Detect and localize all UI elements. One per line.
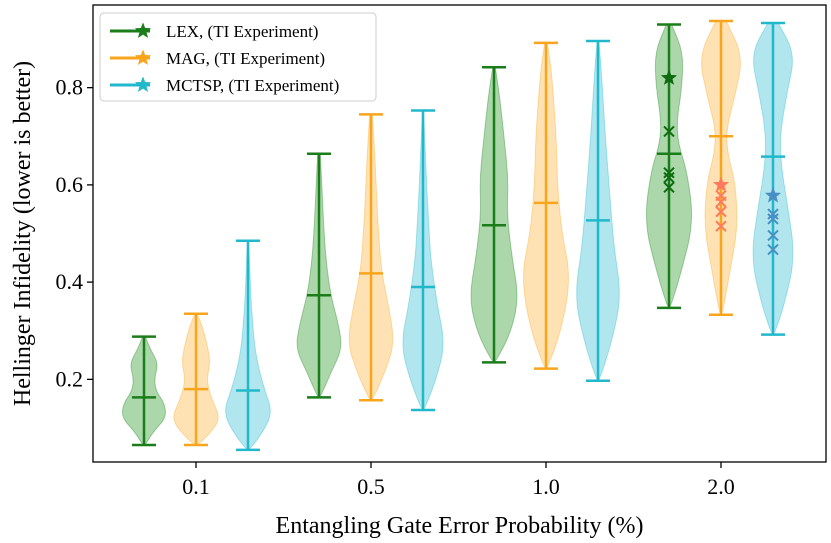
violin-mctsp-0.5: [402, 109, 444, 412]
x-tick-label: 0.5: [357, 474, 385, 499]
violin-mag-0.1: [173, 312, 219, 447]
experiment-cross-mctsp: [767, 243, 779, 256]
legend-star-icon: [134, 49, 152, 66]
legend: LEX, (TI Experiment) MAG, (TI Experiment)…: [99, 12, 377, 102]
experiment-star-lex: [660, 69, 678, 85]
legend-entry-mctsp: MCTSP, (TI Experiment): [110, 76, 339, 95]
experiment-cross-mag: [715, 220, 727, 232]
experiment-star-mag: [712, 176, 730, 192]
legend-label: MCTSP, (TI Experiment): [166, 76, 339, 95]
violin-mctsp-1.0: [576, 39, 620, 383]
y-tick-label: 0.6: [56, 172, 84, 197]
violin-mag-0.5: [348, 113, 394, 402]
x-tick-label: 1.0: [532, 474, 560, 499]
experiment-star-mctsp: [764, 186, 782, 203]
experiment-cross-lex: [663, 125, 675, 138]
violin-lex-0.5: [296, 152, 342, 399]
experiment-cross-mctsp: [767, 208, 779, 220]
x-axis-label: Entangling Gate Error Probability (%): [276, 513, 644, 539]
legend-frame: [99, 12, 377, 102]
experiment-markers-layer: [660, 69, 782, 256]
experiment-cross-mctsp: [767, 229, 779, 242]
violin-mag-1.0: [523, 41, 569, 370]
experiment-cross-lex: [663, 171, 675, 184]
x-tick-label: 2.0: [707, 474, 735, 499]
violin-mag-2.0: [701, 19, 741, 316]
experiment-cross-lex: [663, 181, 675, 194]
axes-layer: 0.2 0.4 0.6 0.8 0.1 0.5 1.0 2.0: [56, 4, 827, 499]
y-tick-label: 0.2: [56, 366, 84, 391]
legend-entry-lex: LEX, (TI Experiment): [110, 22, 318, 41]
experiment-cross-mctsp: [767, 213, 779, 225]
violins-layer: [121, 19, 794, 452]
violin-mctsp-2.0: [752, 21, 794, 336]
experiment-cross-lex: [663, 167, 675, 179]
legend-entry-mag: MAG, (TI Experiment): [110, 49, 325, 68]
violin-lex-2.0: [645, 23, 693, 310]
plot-frame: [92, 4, 827, 463]
violin-lex-0.1: [121, 335, 166, 447]
experiment-cross-mag: [715, 205, 727, 218]
y-tick-label: 0.8: [56, 75, 84, 100]
experiment-cross-mag: [715, 196, 727, 208]
x-tick-label: 0.1: [182, 474, 210, 499]
legend-star-icon: [134, 22, 152, 39]
violin-lex-1.0: [470, 65, 518, 364]
y-tick-label: 0.4: [56, 269, 84, 294]
legend-star-icon: [134, 76, 152, 93]
violin-mctsp-0.1: [225, 239, 271, 452]
y-axis-label: Hellinger Infidelity (lower is better): [10, 61, 36, 406]
legend-label: LEX, (TI Experiment): [166, 22, 318, 41]
legend-label: MAG, (TI Experiment): [166, 49, 325, 68]
